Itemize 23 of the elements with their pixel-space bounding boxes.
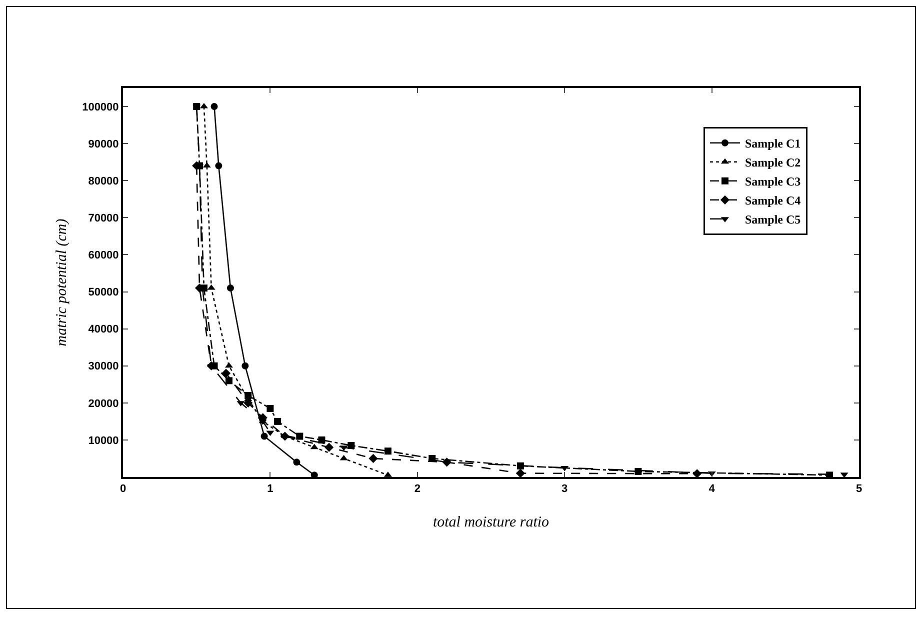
x-axis-title: total moisture ratio bbox=[432, 514, 550, 531]
y-tick-label: 100000 bbox=[82, 101, 119, 114]
x-tick-label: 3 bbox=[562, 483, 568, 496]
y-tick-label: 40000 bbox=[88, 324, 119, 336]
y-axis-title: matric potential (cm) bbox=[54, 218, 70, 346]
legend-label: Sample C4 bbox=[744, 194, 801, 208]
y-tick-label: 60000 bbox=[88, 250, 119, 262]
x-tick-label: 1 bbox=[267, 483, 274, 496]
y-tick-label: 70000 bbox=[88, 212, 119, 225]
y-tick-label: 30000 bbox=[88, 360, 119, 373]
y-tick-label: 20000 bbox=[88, 398, 119, 410]
y-tick-label: 10000 bbox=[88, 434, 119, 447]
x-tick-label: 5 bbox=[856, 483, 862, 496]
legend-label: Sample C5 bbox=[744, 212, 801, 227]
legend-label: Sample C3 bbox=[744, 174, 801, 189]
legend-label: Sample C1 bbox=[744, 136, 801, 151]
x-tick-label: 4 bbox=[708, 483, 716, 496]
x-tick-label: 2 bbox=[414, 483, 420, 496]
y-tick-label: 80000 bbox=[88, 175, 119, 188]
y-tick-label: 50000 bbox=[88, 286, 119, 299]
legend-label: Sample C2 bbox=[744, 156, 801, 170]
y-tick-label: 90000 bbox=[88, 138, 119, 150]
x-tick-label: 0 bbox=[120, 483, 126, 496]
